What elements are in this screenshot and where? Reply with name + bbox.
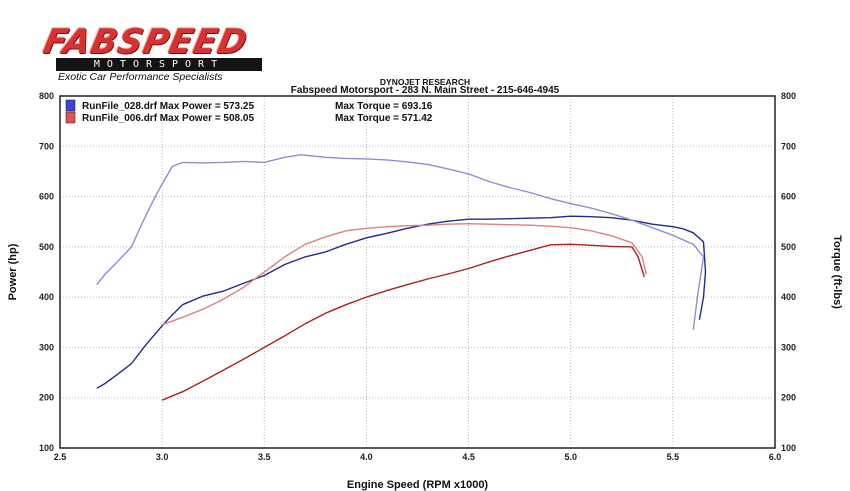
plot-frame	[59, 95, 776, 449]
y-tick-label-left: 500	[39, 242, 54, 252]
y-tick-label-left: 200	[39, 393, 54, 403]
series-runfile-006-drfpower-line	[161, 243, 645, 401]
y-tick-label-right: 200	[781, 393, 796, 403]
x-tick-label: 4.5	[462, 452, 475, 462]
legend-entry-torque: Max Torque = 571.42	[335, 113, 433, 124]
y-tick-label-left: 600	[39, 192, 54, 202]
chart-header-line2: Fabspeed Motorsport - 283 N. Main Street…	[290, 85, 560, 96]
x-tick-label: 3.5	[258, 452, 271, 462]
legend-swatch	[65, 111, 76, 124]
legend-entry-label: RunFile_028.drf Max Power = 573.25	[82, 101, 254, 112]
y-tick-label-right: 500	[781, 242, 796, 252]
y-tick-label-left: 700	[39, 141, 54, 151]
x-tick-label: 5.0	[564, 452, 577, 462]
y-tick-label-right: 400	[781, 292, 796, 302]
y-tick-label-left: 400	[39, 292, 54, 302]
x-tick-label: 4.0	[360, 452, 373, 462]
x-tick-label: 6.0	[769, 452, 782, 462]
y-tick-label-right: 300	[781, 342, 796, 352]
y-tick-label-left: 100	[39, 443, 54, 453]
legend-swatch	[65, 99, 76, 112]
chart-header-line1: DYNOJET RESEARCH	[379, 77, 471, 87]
y-tick-label-right: 600	[781, 192, 796, 202]
legend-entry-torque: Max Torque = 693.16	[335, 101, 433, 112]
series-layer	[96, 154, 707, 401]
series-runfile-028-drftorque-line	[96, 154, 705, 330]
grid-layer	[59, 95, 776, 449]
series-runfile-006-drftorque-line	[161, 223, 647, 326]
x-tick-label: 2.5	[54, 452, 67, 462]
x-tick-label: 3.0	[156, 452, 169, 462]
y-tick-label-left: 800	[39, 91, 54, 101]
y-axis-title-power: Power (hp)	[7, 243, 19, 300]
logo-tagline: Exotic Car Performance Specialists	[58, 71, 223, 83]
legend-entry-label: RunFile_006.drf Max Power = 508.05	[82, 113, 254, 124]
y-tick-label-right: 100	[781, 443, 796, 453]
y-tick-label-right: 700	[781, 141, 796, 151]
fabspeed-logo: FABSPEED MOTORSPORT Exotic Car Performan…	[38, 22, 288, 84]
y-axis-title-torque: Torque (ft-lbs)	[831, 235, 843, 309]
series-runfile-028-drfpower-line	[96, 215, 707, 389]
y-tick-label-right: 800	[781, 91, 796, 101]
y-tick-label-left: 300	[39, 342, 54, 352]
legend: RunFile_028.drf Max Power = 573.25 Max To…	[65, 99, 433, 124]
x-tick-label: 5.5	[667, 452, 680, 462]
x-axis-title: Engine Speed (RPM x1000)	[347, 479, 489, 491]
logo-subbar: MOTORSPORT	[56, 58, 262, 71]
